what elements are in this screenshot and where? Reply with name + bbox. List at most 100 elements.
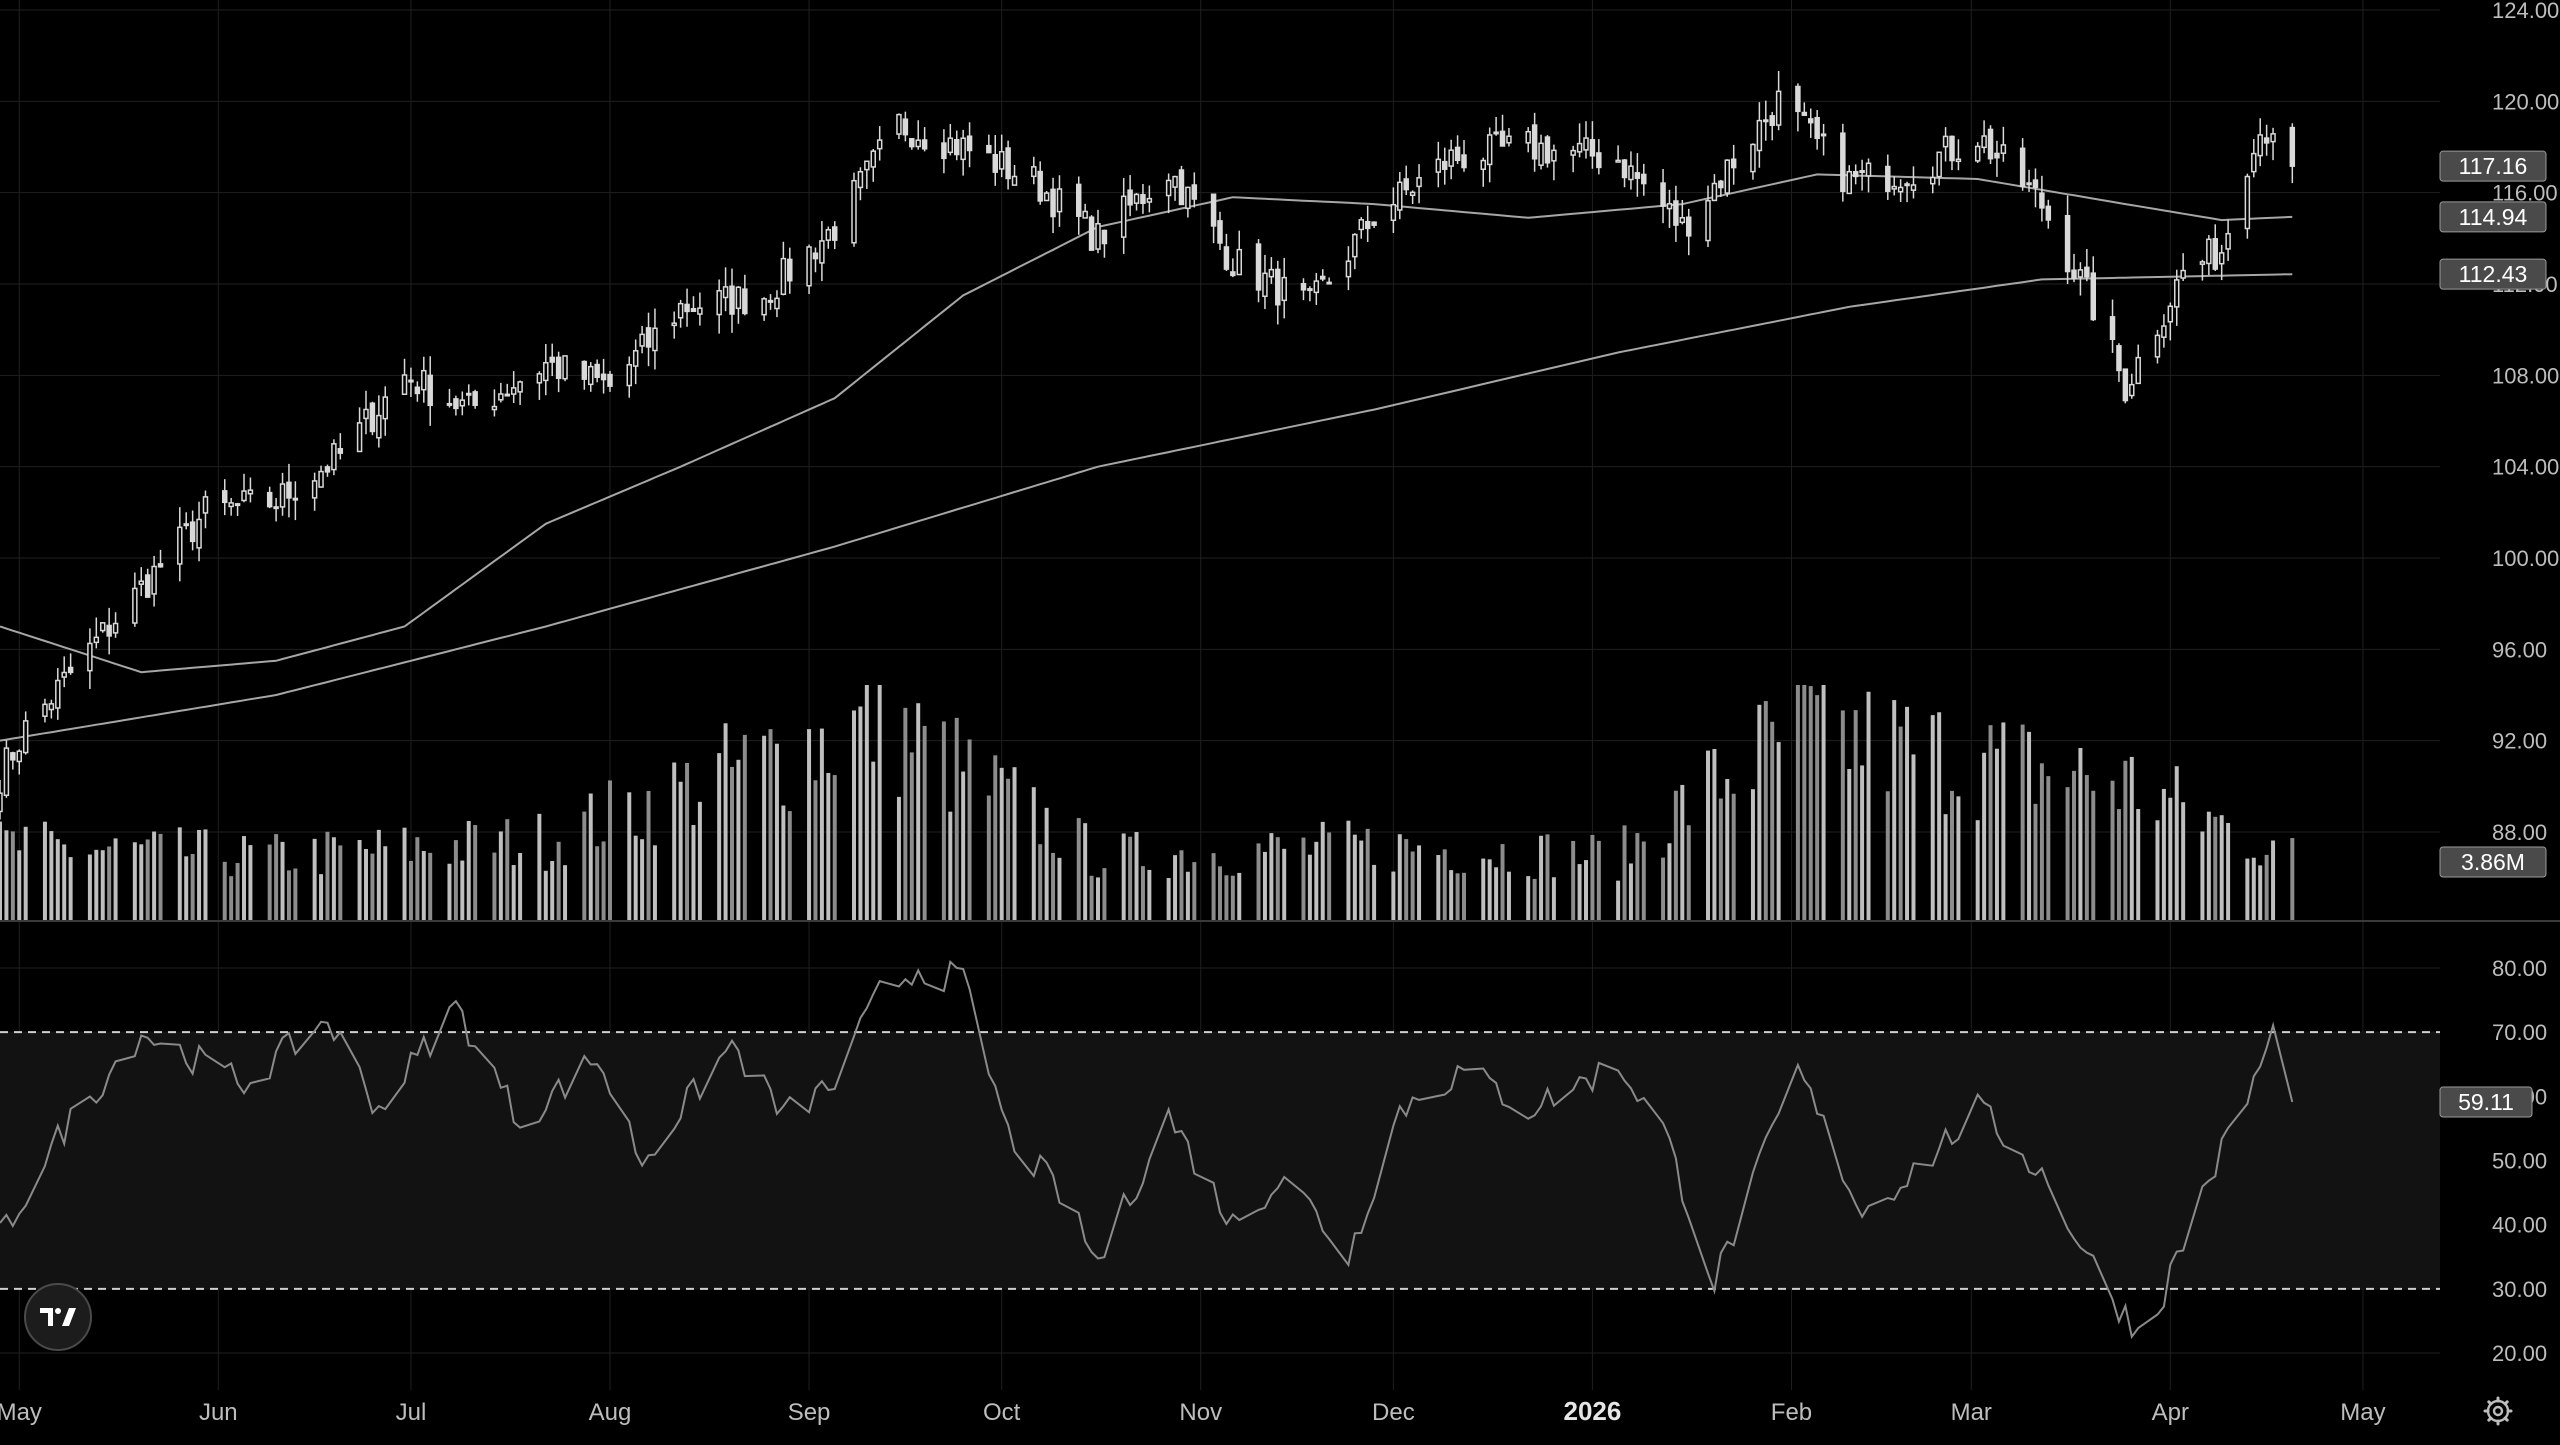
candle-body [671, 322, 677, 327]
candle-body [1364, 220, 1371, 230]
volume-bar [274, 834, 279, 920]
candlesticks [0, 70, 2296, 820]
candle-body [1679, 217, 1686, 224]
candle [1499, 114, 1506, 147]
candle-body [2039, 192, 2045, 209]
candle-body [1275, 268, 1281, 306]
volume-bar [62, 844, 67, 920]
time-tick-label: Oct [983, 1399, 1021, 1426]
candle-body [138, 580, 145, 585]
ma-long-tag-text: 112.43 [2459, 261, 2528, 287]
candle-body [767, 299, 774, 303]
candle [1596, 139, 1602, 175]
candle [543, 344, 549, 396]
candle [517, 380, 523, 405]
volume-bar [364, 848, 368, 920]
candle-body [1589, 139, 1596, 157]
last-price-tag: 117.16 [2439, 150, 2547, 182]
candle [1987, 125, 1994, 164]
volume-bar [1044, 807, 1049, 920]
rsi-value-tag-box [2439, 1086, 2533, 1118]
candle-body [459, 399, 466, 407]
candle-body [196, 518, 202, 549]
candle-body [697, 307, 703, 315]
volume-bar [1551, 877, 1556, 920]
candle-body [1942, 135, 1949, 148]
time-tick-label: Jul [396, 1399, 427, 1426]
candle-body [1416, 177, 1422, 188]
gear-icon[interactable] [2480, 1393, 2516, 1429]
candle [266, 486, 273, 509]
candle-body [1904, 183, 1910, 187]
volume-tag: 3.86M [2439, 846, 2547, 878]
candle-body [1146, 197, 1153, 203]
candle-body [1230, 271, 1236, 277]
candle [1929, 166, 1936, 194]
volume-bar [961, 771, 966, 920]
candle-body [1217, 220, 1223, 244]
candle [1146, 185, 1153, 213]
candle-body [652, 327, 658, 352]
candle-body [742, 288, 748, 315]
volume-bar [999, 767, 1004, 920]
volume-bar [2206, 811, 2211, 920]
candle-body [2257, 134, 2263, 157]
volume-bar [1262, 851, 1267, 920]
candle [369, 401, 376, 436]
volume-bar [717, 753, 722, 920]
candle [138, 567, 145, 597]
candle-body [2026, 182, 2032, 186]
candle [947, 123, 954, 156]
candle-body [1140, 194, 1146, 205]
candle-body [16, 750, 23, 763]
ma-short-tag-text: 114.94 [2459, 204, 2528, 230]
candle-body [241, 490, 247, 502]
candle-body [1255, 243, 1262, 291]
candle-body [1307, 288, 1313, 292]
volume-bar [1102, 868, 1107, 920]
candle [812, 247, 819, 273]
candle-body [851, 179, 857, 244]
candle [1576, 123, 1583, 158]
candle-body [1634, 172, 1641, 179]
volume-bar [325, 831, 330, 920]
candle-body [645, 327, 652, 348]
volume-bar [1898, 726, 1903, 920]
candle-body [1506, 135, 1512, 144]
volume-bar [473, 825, 478, 920]
volume-bar [678, 781, 683, 920]
candle-body [1101, 229, 1108, 245]
volume-bar [338, 845, 343, 920]
candle [819, 221, 825, 282]
candle [55, 668, 61, 720]
candle [825, 226, 832, 249]
volume-bar [1667, 843, 1672, 920]
candle-body [1493, 131, 1499, 135]
candle [1236, 230, 1243, 276]
volume-bar [331, 837, 336, 920]
volume-bar [132, 842, 137, 920]
rsi-tick-label: 80.00 [2492, 956, 2547, 981]
volume-bar [1994, 748, 1999, 920]
candle [1763, 100, 1769, 141]
candle [2122, 368, 2129, 404]
candle [1538, 134, 1544, 170]
candle-body [2116, 345, 2122, 372]
candle [1666, 189, 1673, 228]
candle [1095, 209, 1101, 254]
candle [1454, 135, 1461, 164]
volume-bar [107, 846, 112, 920]
volume-bar [1988, 725, 1993, 920]
volume-bar [2155, 820, 2160, 920]
candle [697, 292, 703, 326]
volume-bar [1982, 752, 1987, 920]
volume-bar [787, 811, 792, 920]
candle-body [1371, 221, 1377, 226]
volume-bar [222, 861, 227, 920]
tradingview-logo-icon[interactable] [24, 1283, 92, 1351]
volume-bar [280, 841, 285, 920]
volume-bar [1224, 875, 1229, 920]
volume-bar [1892, 700, 1897, 920]
